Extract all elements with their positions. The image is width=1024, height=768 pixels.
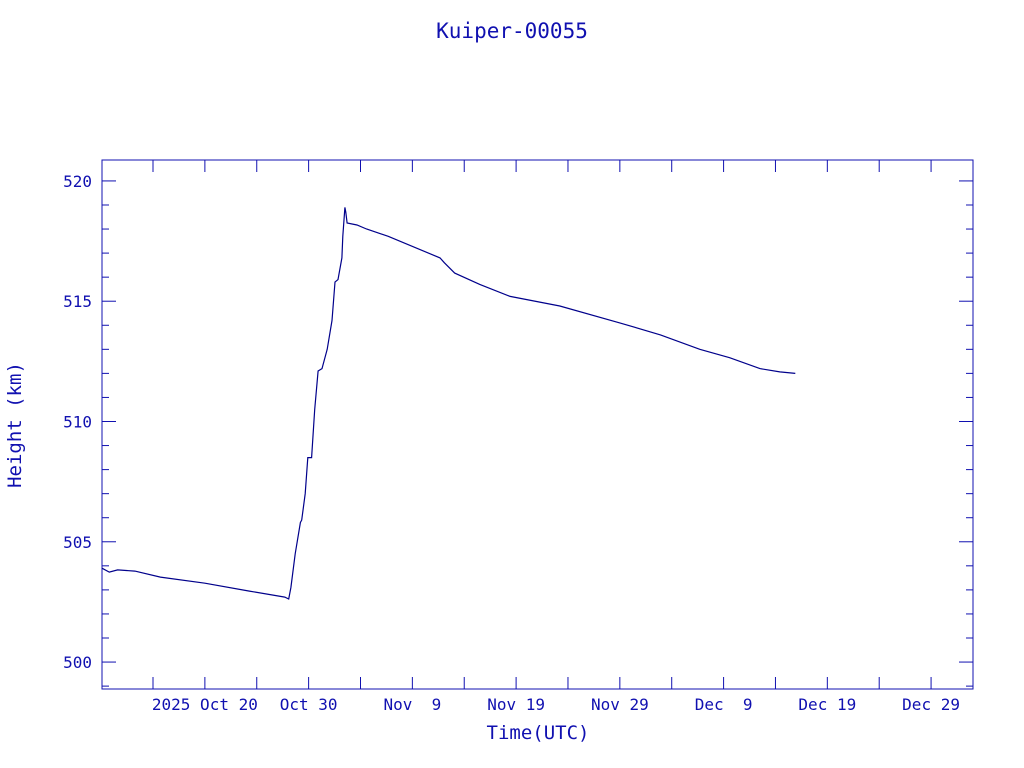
x-tick-label: Dec 29 bbox=[902, 695, 960, 714]
x-tick-label: Nov 19 bbox=[487, 695, 545, 714]
series-line bbox=[101, 207, 796, 600]
y-tick-label: 505 bbox=[63, 533, 92, 552]
x-tick-label: Nov 29 bbox=[591, 695, 649, 714]
x-tick-label: 2025 Oct 20 bbox=[152, 695, 258, 714]
y-tick-label: 500 bbox=[63, 653, 92, 672]
y-tick-label: 520 bbox=[63, 172, 92, 191]
plot-frame bbox=[101, 159, 974, 690]
y-axis-label: Height (km) bbox=[4, 362, 26, 488]
x-tick-label: Dec 9 bbox=[695, 695, 753, 714]
y-tick-label: 510 bbox=[63, 412, 92, 431]
x-tick-label: Nov 9 bbox=[383, 695, 441, 714]
x-tick-label: Oct 30 bbox=[280, 695, 338, 714]
tick-labels: 2025 Oct 20 Oct 30 Nov 9 Nov 19 Nov 29 Dec 9 D… bbox=[63, 172, 960, 714]
chart-title: Kuiper-00055 bbox=[436, 19, 588, 43]
y-tick-label: 515 bbox=[63, 292, 92, 311]
axis-ticks bbox=[102, 160, 973, 689]
x-tick-label: Dec 19 bbox=[798, 695, 856, 714]
x-axis-label: Time(UTC) bbox=[487, 722, 590, 744]
